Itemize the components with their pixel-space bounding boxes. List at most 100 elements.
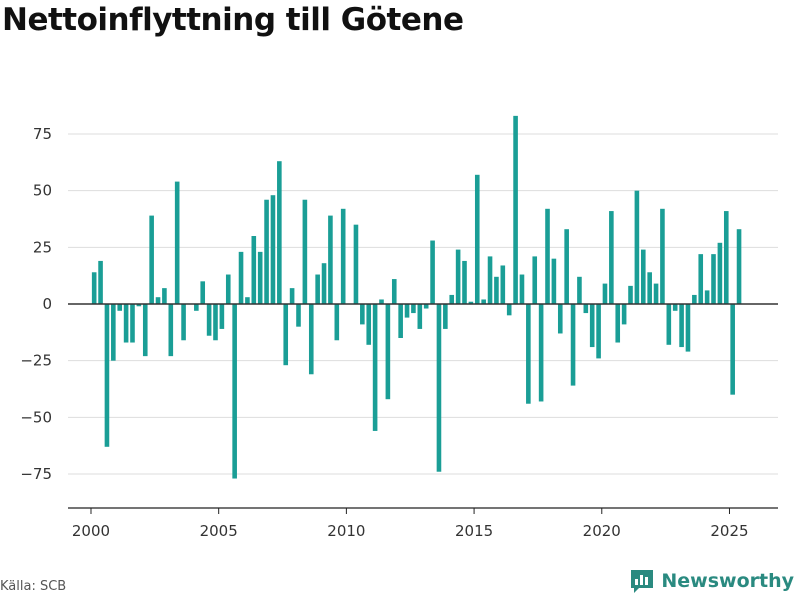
bar — [487, 256, 493, 304]
bar — [302, 199, 308, 304]
bar — [174, 181, 180, 304]
bar — [596, 304, 601, 359]
bar — [270, 195, 276, 304]
bar — [289, 288, 295, 304]
bar — [194, 304, 199, 311]
bar — [640, 249, 646, 304]
bar — [430, 240, 435, 304]
bar — [692, 294, 697, 304]
bar — [385, 304, 391, 400]
bar — [142, 304, 148, 357]
bar — [577, 276, 582, 304]
bar — [200, 281, 206, 304]
bar — [238, 251, 244, 304]
bar — [551, 258, 557, 304]
bar — [130, 304, 135, 343]
x-tick-label: 2010 — [327, 522, 365, 540]
bar — [213, 304, 218, 341]
bar — [481, 299, 486, 304]
bar — [506, 304, 512, 316]
bar — [155, 297, 161, 304]
bar — [168, 304, 174, 357]
x-tick-label: 2015 — [455, 522, 493, 540]
bar — [296, 304, 301, 327]
bar — [685, 304, 691, 352]
bar — [647, 272, 652, 304]
bar — [564, 229, 569, 304]
bar — [379, 299, 384, 304]
bar — [257, 251, 263, 304]
bar — [526, 304, 531, 404]
bar — [468, 301, 474, 304]
bar — [277, 161, 282, 304]
bar — [449, 294, 455, 304]
bar — [149, 215, 154, 304]
bar — [500, 265, 506, 304]
bar — [251, 236, 257, 304]
bar — [391, 279, 397, 304]
page-title: Nettoinflyttning till Götene — [2, 2, 464, 38]
source-label: Källa: SCB — [0, 579, 67, 594]
y-tick-label: 0 — [42, 295, 52, 313]
bar — [634, 190, 640, 304]
bar — [219, 304, 225, 329]
bar — [538, 304, 544, 402]
bar — [557, 304, 563, 334]
bar — [98, 260, 103, 304]
bar — [398, 304, 403, 338]
y-tick-label: 25 — [33, 238, 52, 256]
bar — [417, 304, 423, 329]
bar — [570, 304, 576, 386]
bar — [232, 304, 237, 479]
bar — [519, 274, 525, 304]
bar — [372, 304, 378, 431]
bar — [653, 283, 659, 304]
bar-chart-logo-icon — [631, 570, 654, 593]
bar — [494, 276, 499, 304]
bar — [117, 304, 123, 311]
bar — [723, 211, 729, 304]
bar — [181, 304, 186, 341]
bar — [283, 304, 289, 366]
bar — [308, 304, 314, 375]
bar — [334, 304, 340, 341]
bar — [602, 283, 608, 304]
bar — [315, 274, 320, 304]
bar — [104, 304, 110, 447]
bar — [91, 272, 97, 304]
bar — [206, 304, 212, 336]
bar — [704, 290, 710, 304]
bar — [698, 254, 704, 304]
bar — [532, 256, 538, 304]
bar — [513, 115, 518, 305]
bar — [474, 174, 480, 304]
bar — [123, 304, 129, 343]
x-tick-label: 2000 — [72, 522, 110, 540]
bar — [443, 304, 448, 329]
x-tick-label: 2020 — [583, 522, 621, 540]
bar — [730, 304, 735, 395]
bar — [628, 285, 633, 304]
bar — [162, 288, 167, 304]
bar — [328, 215, 333, 304]
bar — [353, 224, 359, 304]
bar — [672, 304, 678, 311]
bar — [340, 208, 346, 304]
bar — [136, 304, 142, 307]
bar — [404, 304, 410, 318]
bar — [423, 304, 429, 309]
bar — [462, 260, 467, 304]
bar — [679, 304, 684, 348]
bar — [225, 274, 231, 304]
bar — [245, 297, 250, 304]
bar — [621, 304, 627, 325]
bar — [609, 211, 614, 304]
bar — [366, 304, 372, 345]
x-tick-label: 2025 — [710, 522, 748, 540]
bar — [111, 304, 116, 361]
bar — [360, 304, 365, 325]
bar — [666, 304, 672, 345]
brand-logo: Newsworthy — [629, 568, 794, 594]
bar — [436, 304, 442, 472]
bar — [615, 304, 621, 343]
